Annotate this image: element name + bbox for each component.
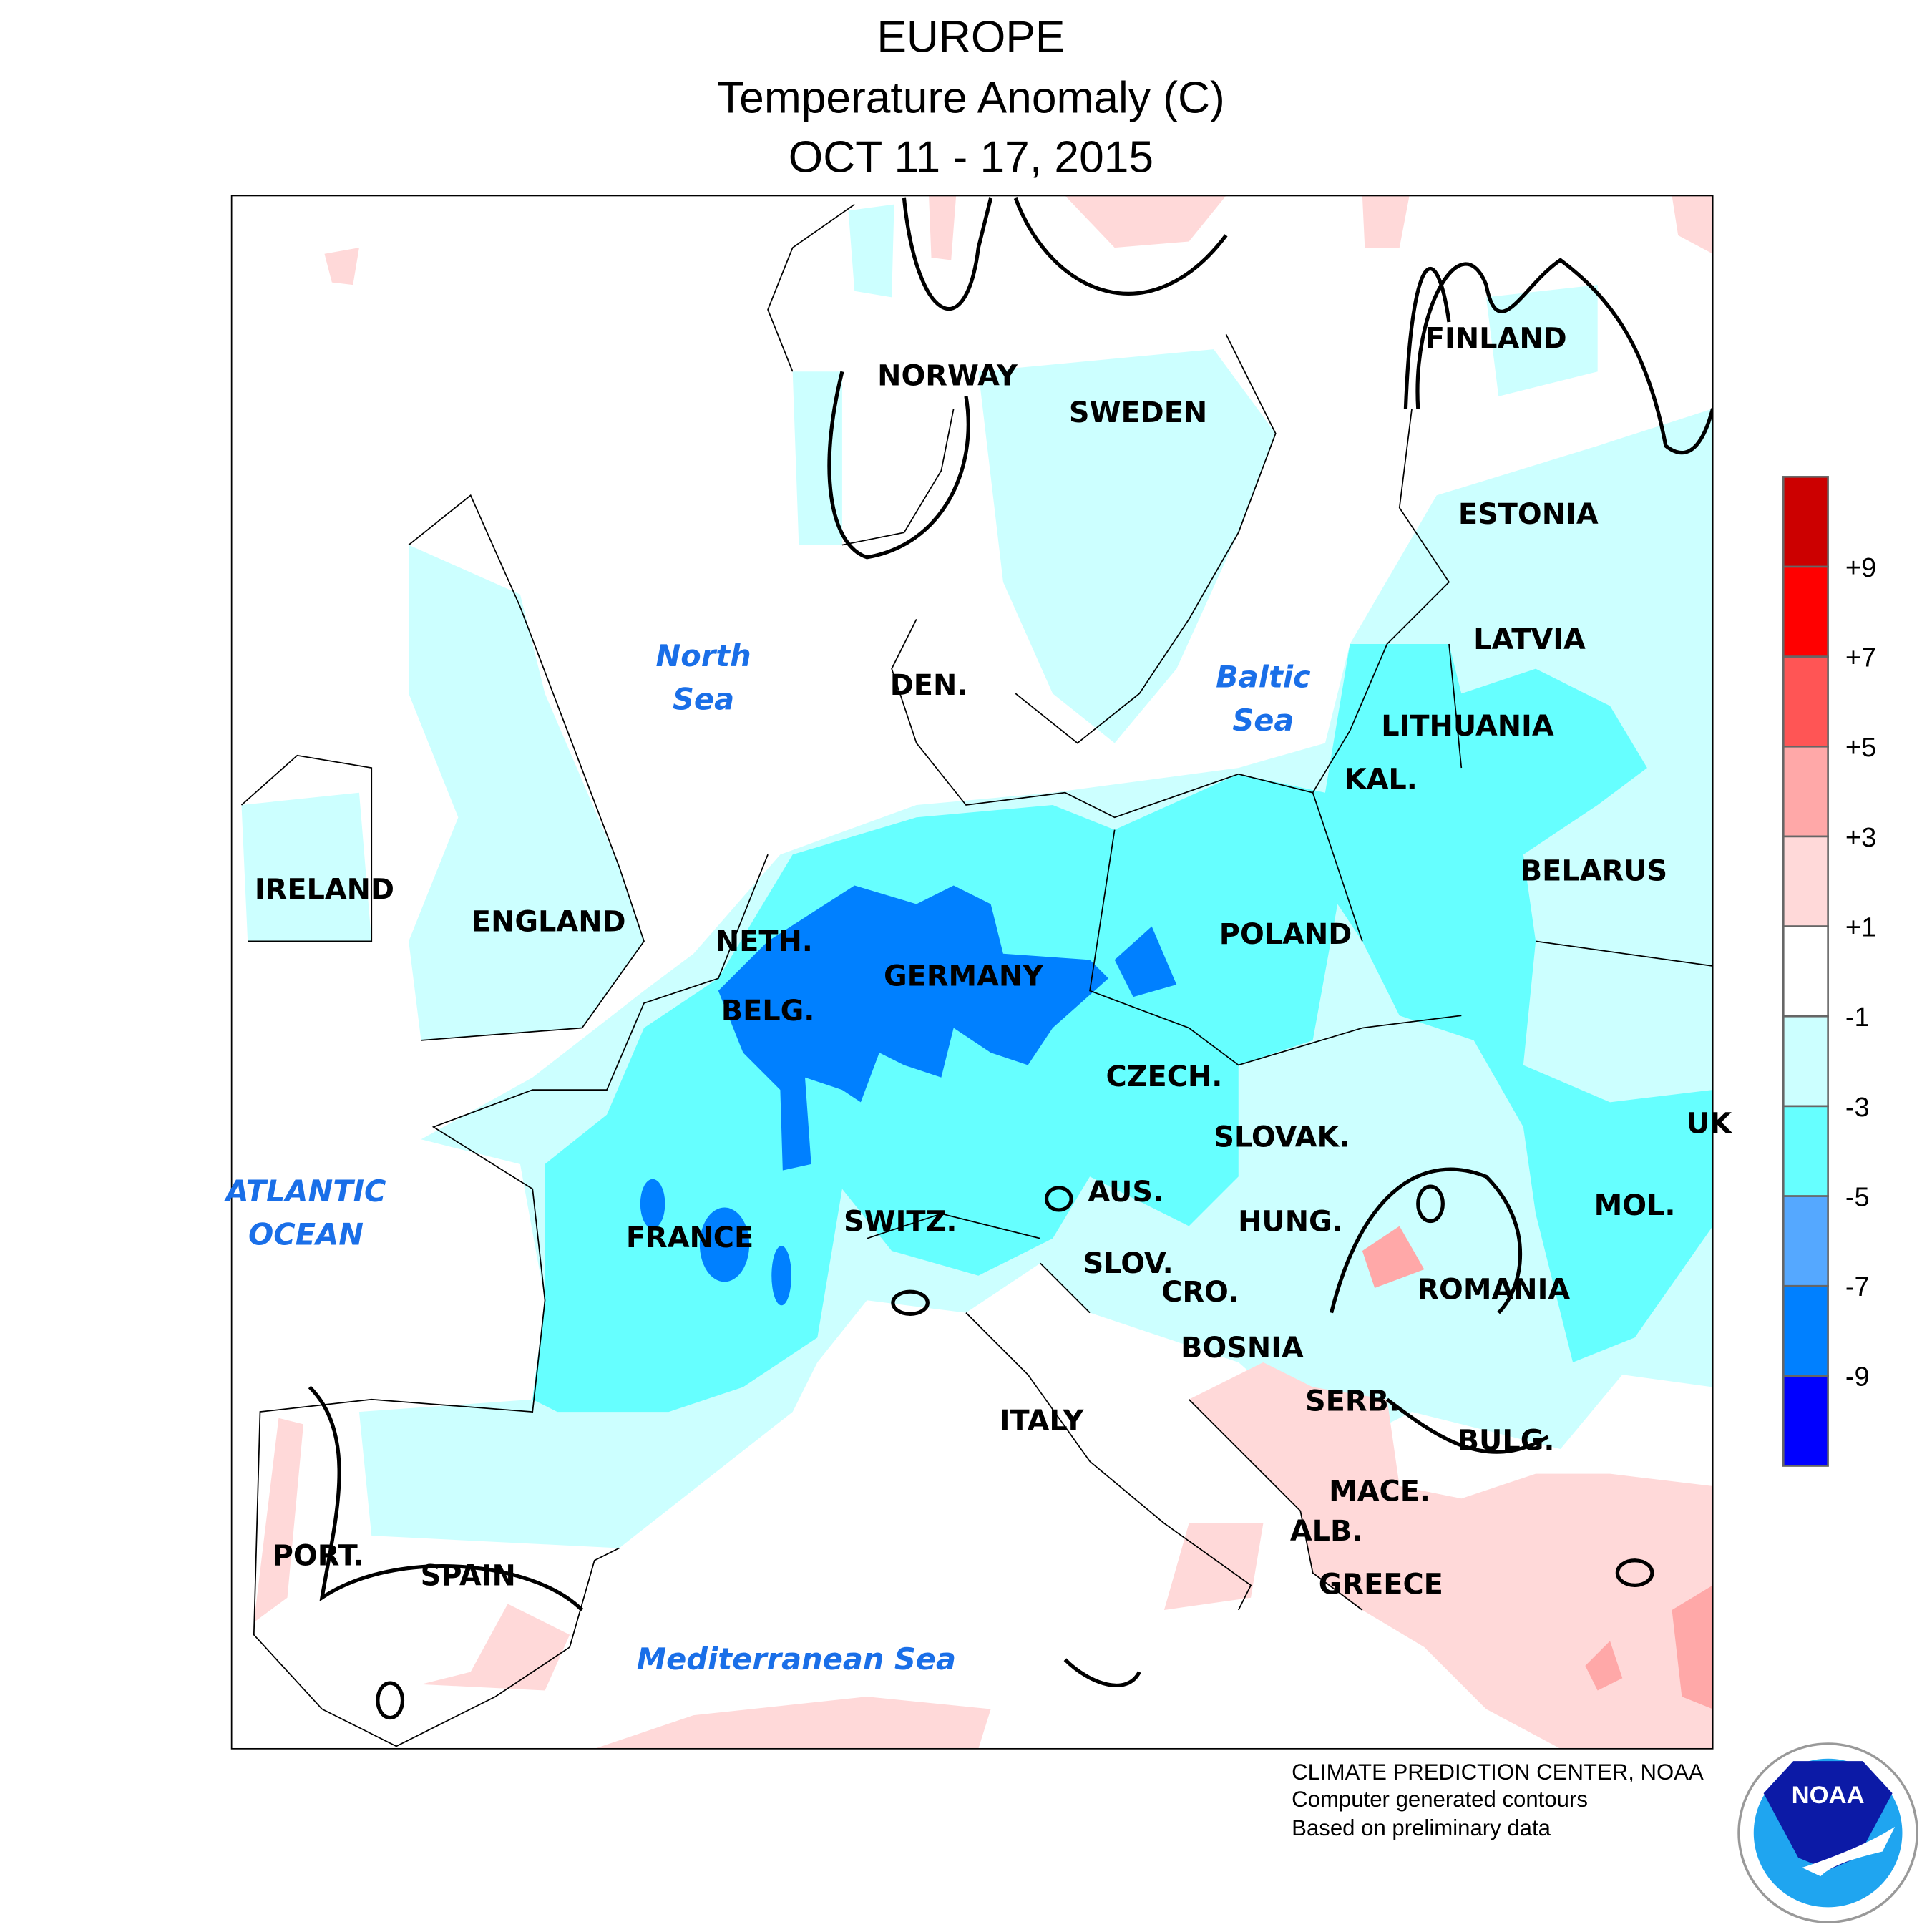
credit-line-1: CLIMATE PREDICTION CENTER, NOAA bbox=[1292, 1760, 1704, 1785]
label-greece: GREECE bbox=[1319, 1568, 1443, 1601]
legend-swatch bbox=[1782, 925, 1829, 1018]
map-area bbox=[231, 195, 1713, 1749]
legend-tick-label: +1 bbox=[1845, 912, 1876, 942]
label-serbia: SERB. bbox=[1305, 1385, 1400, 1418]
legend-tick-label: -9 bbox=[1845, 1362, 1870, 1392]
title-variable: Temperature Anomaly (C) bbox=[717, 73, 1225, 122]
legend-swatch bbox=[1782, 1195, 1829, 1287]
legend-swatch bbox=[1782, 1105, 1829, 1197]
label-slovenia: SLOV. bbox=[1083, 1247, 1174, 1280]
label-sweden: SWEDEN bbox=[1069, 396, 1207, 429]
label-bosnia: BOSNIA bbox=[1181, 1332, 1304, 1365]
legend-tick-label: -5 bbox=[1845, 1182, 1870, 1212]
legend-tick-label: +5 bbox=[1845, 733, 1876, 763]
label-romania: ROMANIA bbox=[1417, 1274, 1570, 1307]
label-atlantic-2: OCEAN bbox=[248, 1216, 364, 1252]
label-czech: CZECH. bbox=[1106, 1060, 1222, 1093]
label-finland: FINLAND bbox=[1425, 322, 1567, 355]
label-estonia: ESTONIA bbox=[1458, 498, 1599, 531]
label-spain: SPAIN bbox=[421, 1559, 516, 1592]
coastlines-and-borders bbox=[240, 203, 1713, 1747]
footer-credits: CLIMATE PREDICTION CENTER, NOAA Computer… bbox=[1292, 1760, 1704, 1840]
legend-swatch bbox=[1782, 565, 1829, 658]
credit-line-3: Based on preliminary data bbox=[1292, 1815, 1551, 1840]
label-italy: ITALY bbox=[1000, 1405, 1085, 1438]
label-portugal: PORT. bbox=[273, 1540, 364, 1573]
label-mediterranean: Mediterranean Sea bbox=[637, 1641, 956, 1677]
label-bulgaria: BULG. bbox=[1458, 1425, 1555, 1458]
label-denmark: DEN. bbox=[890, 669, 968, 702]
anomaly-zone-plus1-plus3 bbox=[253, 195, 1713, 1749]
map-frame bbox=[230, 195, 1714, 1750]
label-lithuania: LITHUANIA bbox=[1381, 710, 1554, 743]
legend-swatch bbox=[1782, 1375, 1829, 1467]
label-albania: ALB. bbox=[1290, 1515, 1363, 1548]
anomaly-zone-minus3-minus5 bbox=[532, 644, 1713, 1413]
credit-line-2: Computer generated contours bbox=[1292, 1787, 1588, 1812]
legend-tick-label: -7 bbox=[1845, 1272, 1870, 1302]
legend-swatch bbox=[1782, 746, 1829, 838]
noaa-logo: NOAA bbox=[1737, 1742, 1918, 1923]
label-north-sea-1: North bbox=[655, 638, 751, 673]
legend-tick-label: +9 bbox=[1845, 553, 1876, 583]
legend-swatch bbox=[1782, 835, 1829, 927]
country-labels: NORWAY SWEDEN FINLAND ESTONIA LATVIA LIT… bbox=[255, 322, 1733, 1601]
contour-lines bbox=[308, 197, 1713, 1720]
label-belarus: BELARUS bbox=[1521, 855, 1667, 888]
label-ukraine: UK bbox=[1687, 1108, 1733, 1141]
label-england: ENGLAND bbox=[472, 906, 626, 939]
label-ireland: IRELAND bbox=[255, 874, 394, 907]
label-belgium: BELG. bbox=[721, 995, 815, 1028]
legend-tick-label: -3 bbox=[1845, 1093, 1870, 1123]
label-hungary: HUNG. bbox=[1238, 1205, 1343, 1238]
label-baltic-sea-2: Sea bbox=[1232, 703, 1294, 738]
legend-swatch bbox=[1782, 655, 1829, 748]
label-france: FRANCE bbox=[626, 1221, 753, 1254]
sea-labels: North Sea Baltic Sea ATLANTIC OCEAN Medi… bbox=[223, 638, 1311, 1677]
label-atlantic-1: ATLANTIC bbox=[223, 1174, 386, 1209]
label-germany: GERMANY bbox=[884, 960, 1044, 993]
label-netherlands: NETH. bbox=[716, 925, 813, 958]
anomaly-zone-minus7-minus9 bbox=[640, 885, 1177, 1306]
label-latvia: LATVIA bbox=[1473, 623, 1586, 656]
legend-tick-label: +3 bbox=[1845, 823, 1876, 853]
noaa-logo-text: NOAA bbox=[1792, 1782, 1865, 1809]
label-moldova: MOL. bbox=[1594, 1189, 1676, 1222]
title-region: EUROPE bbox=[877, 13, 1065, 62]
label-poland: POLAND bbox=[1219, 918, 1352, 951]
color-legend: +9 +7 +5 +3 +1 -1 -3 -5 -7 -9 bbox=[1782, 476, 1876, 1467]
legend-tick-label: +7 bbox=[1845, 643, 1876, 673]
legend-swatch bbox=[1782, 1284, 1829, 1377]
label-north-sea-2: Sea bbox=[673, 682, 734, 717]
label-croatia: CRO. bbox=[1161, 1276, 1239, 1309]
label-switzerland: SWITZ. bbox=[844, 1205, 957, 1238]
label-macedonia: MACE. bbox=[1329, 1475, 1430, 1508]
label-kaliningrad: KAL. bbox=[1345, 763, 1418, 796]
title-dates: OCT 11 - 17, 2015 bbox=[789, 133, 1153, 182]
label-slovakia: SLOVAK. bbox=[1214, 1121, 1350, 1154]
anomaly-zone-plus3-plus5 bbox=[1362, 1226, 1713, 1709]
legend-swatch bbox=[1782, 476, 1829, 568]
legend-swatch bbox=[1782, 1015, 1829, 1108]
label-austria: AUS. bbox=[1088, 1176, 1163, 1209]
label-norway: NORWAY bbox=[877, 359, 1018, 392]
legend-tick-label: -1 bbox=[1845, 1002, 1870, 1033]
label-baltic-sea-1: Baltic bbox=[1216, 660, 1311, 695]
